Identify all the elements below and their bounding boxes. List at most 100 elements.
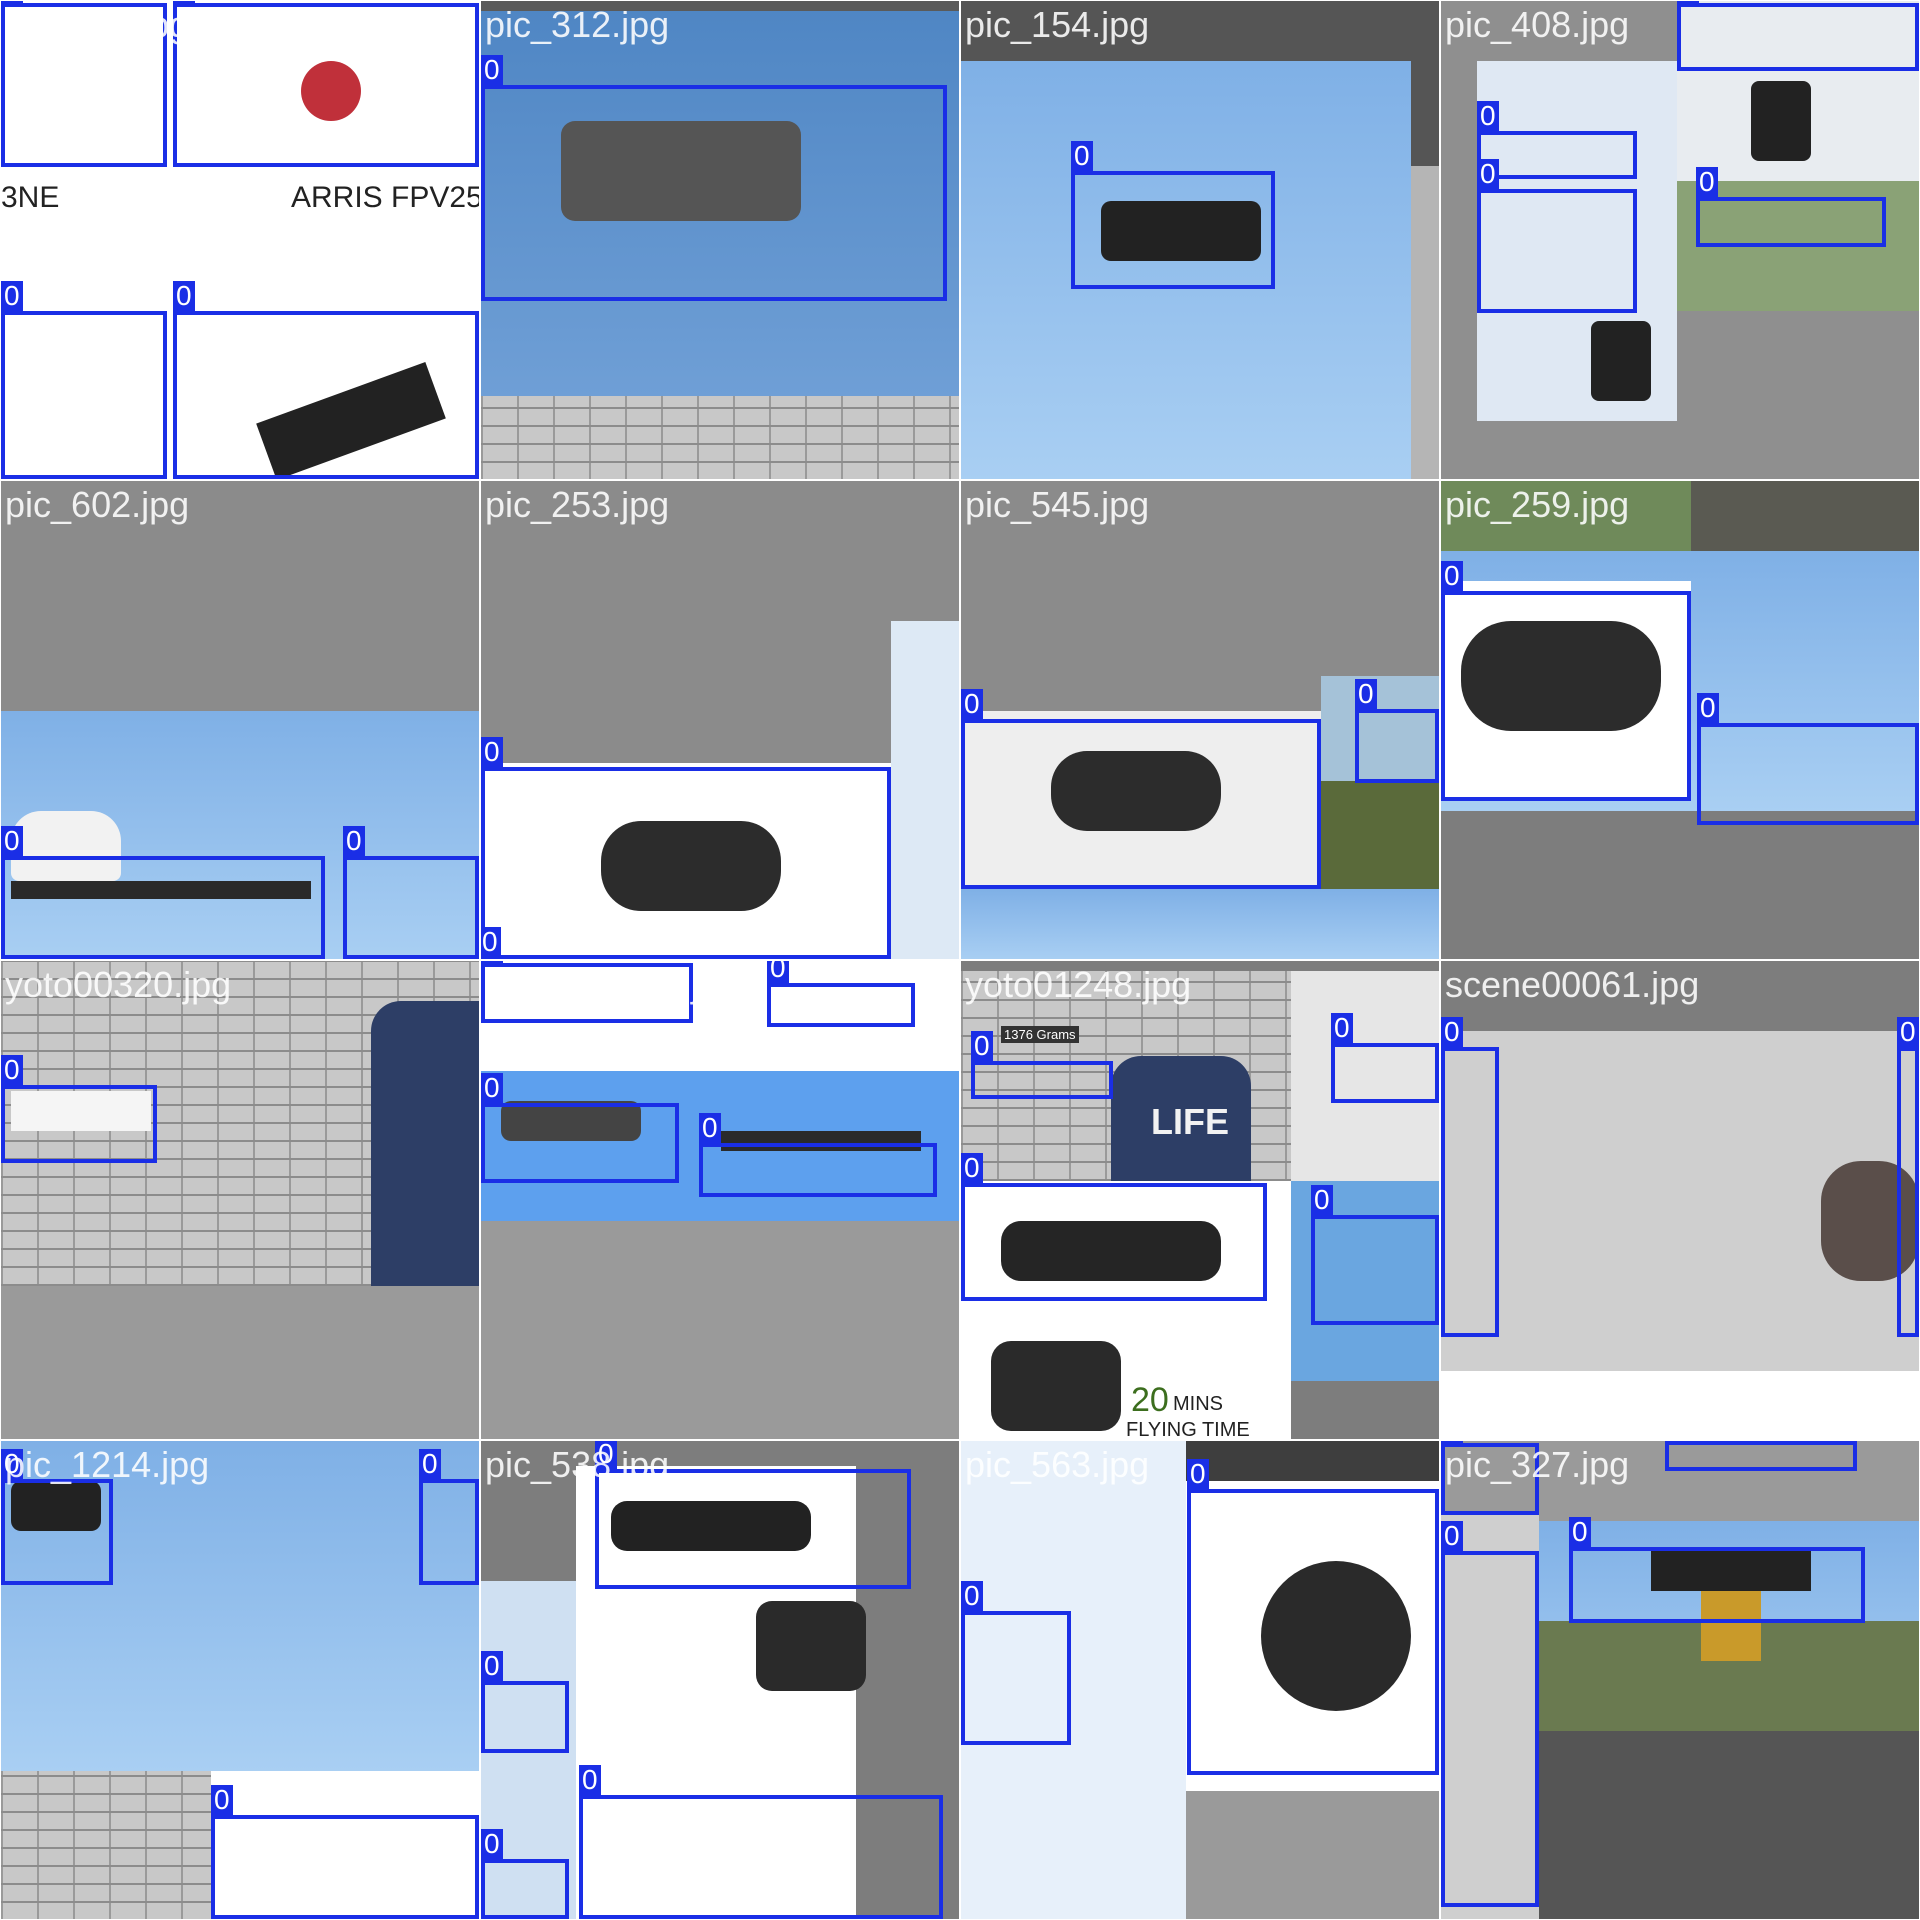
class-label: 0 [343, 826, 365, 856]
bbox: 0 [1441, 1017, 1499, 1337]
filename-label: pic_545.jpg [965, 484, 1150, 525]
class-label: 0 [1071, 141, 1093, 171]
class-label: 0 [481, 1073, 503, 1103]
class-label: 0 [961, 1581, 983, 1611]
drone-image [11, 881, 311, 899]
tile-pic-264: 3NE ARRIS FPV250 0 0 0 0 pic_264.jpg [0, 0, 480, 480]
bbox: 0 [481, 1829, 569, 1919]
tile-pic-253: 0 0 pic_253.jpg [480, 480, 960, 960]
tile-pic-1214: 0 0 0 pic_1214.jpg [0, 1440, 480, 1920]
bbox: 0 [211, 1785, 479, 1919]
drone-image [1261, 1561, 1411, 1711]
tile-pic-563: 0 0 pic_563.jpg [960, 1440, 1440, 1920]
filename-label: pic_408.jpg [1445, 4, 1630, 45]
bbox: 0 [1696, 167, 1886, 247]
drone-image [601, 821, 781, 911]
class-label: 0 [767, 961, 789, 983]
filename-label: pic_259.jpg [1445, 484, 1630, 525]
drone-image [1751, 81, 1811, 161]
tile-scene00061: 0 0 scene00061.jpg [1440, 960, 1920, 1440]
bbox: 0 [1697, 693, 1919, 825]
class-label: 0 [1477, 101, 1499, 131]
class-label: 0 [481, 1829, 503, 1859]
bbox: 0 [173, 1, 479, 167]
text-shirt: LIFE [1151, 1101, 1229, 1142]
class-label: 0 [1477, 159, 1499, 189]
filename-label: pic_327.jpg [1445, 1444, 1630, 1485]
tile-pic-327: 0 0 0 0 pic_327.jpg [1440, 1440, 1920, 1920]
bbox: 0 [481, 737, 891, 959]
bbox: 0 [961, 1581, 1071, 1745]
bbox: 0 [419, 1449, 479, 1585]
class-label: 0 [1, 1, 23, 3]
tile-pic-312: 0 pic_312.jpg [480, 0, 960, 480]
bbox: 0 [1, 1, 167, 167]
bbox: 0 [1477, 159, 1637, 313]
bbox: 0 [1311, 1185, 1439, 1325]
text-mins-number: 20 [1131, 1381, 1169, 1419]
class-label: 0 [481, 1651, 503, 1681]
tile-pic-538: 0 0 0 0 pic_538.jpg [480, 1440, 960, 1920]
class-label: 0 [481, 737, 503, 767]
tile-pic-408: 0 0 0 0 pic_408.jpg [1440, 0, 1920, 480]
tile-scene00571: 0 0 0 0 scene00571.jpg [480, 960, 960, 1440]
tile-pic-602: 0 0 pic_602.jpg [0, 480, 480, 960]
class-label: 0 [961, 1153, 983, 1183]
class-label: 0 [699, 1113, 721, 1143]
class-label: 0 [1441, 1017, 1463, 1047]
filename-label: pic_253.jpg [485, 484, 670, 525]
class-label: 0 [173, 281, 195, 311]
filename-label: yoto00320.jpg [5, 964, 232, 1005]
drone-image [561, 121, 801, 221]
filename-label: pic_563.jpg [965, 1444, 1150, 1485]
drone-image [991, 1341, 1121, 1431]
class-label: 0 [1, 826, 23, 856]
drone-image [1051, 751, 1221, 831]
class-label: 0 [971, 1031, 993, 1061]
drone-image [11, 1091, 151, 1131]
filename-label: scene00061.jpg [1445, 964, 1700, 1005]
text-weight: 1376 Grams [1001, 1026, 1079, 1043]
drone-image [11, 1481, 101, 1531]
class-label: 0 [1441, 1521, 1463, 1551]
bbox: 0 [173, 281, 479, 479]
bbox: 0 [1, 1449, 113, 1585]
drone-image [1461, 621, 1661, 731]
text-arris-right: ARRIS FPV250 [291, 181, 480, 214]
drone-image [1101, 201, 1261, 261]
bbox: 0 [961, 1153, 1267, 1301]
bbox: 0 [1, 826, 325, 959]
filename-label: pic_602.jpg [5, 484, 190, 525]
tile-pic-545: 0 0 pic_545.jpg [960, 480, 1440, 960]
bbox: 0 [961, 689, 1321, 889]
drone-image [756, 1601, 866, 1691]
tile-yoto01248: LIFE 1376 Grams 20 MINS FLYING TIME 0 0 … [960, 960, 1440, 1440]
class-label: 0 [173, 1, 195, 3]
text-flying-time: FLYING TIME [1126, 1419, 1250, 1440]
tile-yoto00320: 0 yoto00320.jpg [0, 960, 480, 1440]
bbox: 0 [481, 961, 693, 1023]
bbox: 0 [1441, 1441, 1539, 1515]
bbox: 0 [1569, 1517, 1865, 1623]
class-label: 0 [211, 1785, 233, 1815]
class-label: 0 [1569, 1517, 1591, 1547]
drone-image [611, 1501, 811, 1551]
bbox: 0 [343, 826, 479, 959]
text-arris-left: 3NE [1, 181, 60, 214]
filename-label: pic_538.jpg [485, 1444, 670, 1485]
class-label: 0 [1697, 693, 1719, 723]
class-label: 0 [595, 1441, 617, 1469]
class-label: 0 [1311, 1185, 1333, 1215]
bbox: 0 [481, 55, 947, 301]
bbox: 0 [481, 1073, 679, 1183]
bbox: 0 [1677, 1, 1919, 71]
bbox: 0 [699, 1113, 937, 1197]
class-label: 0 [419, 1449, 441, 1479]
bbox: 0 [1331, 1013, 1439, 1103]
bbox: 0 [1355, 679, 1439, 783]
drone-image [1651, 1551, 1811, 1591]
class-label: 0 [481, 55, 503, 85]
drone-image [1701, 1591, 1761, 1661]
bbox: 0 [595, 1441, 911, 1589]
